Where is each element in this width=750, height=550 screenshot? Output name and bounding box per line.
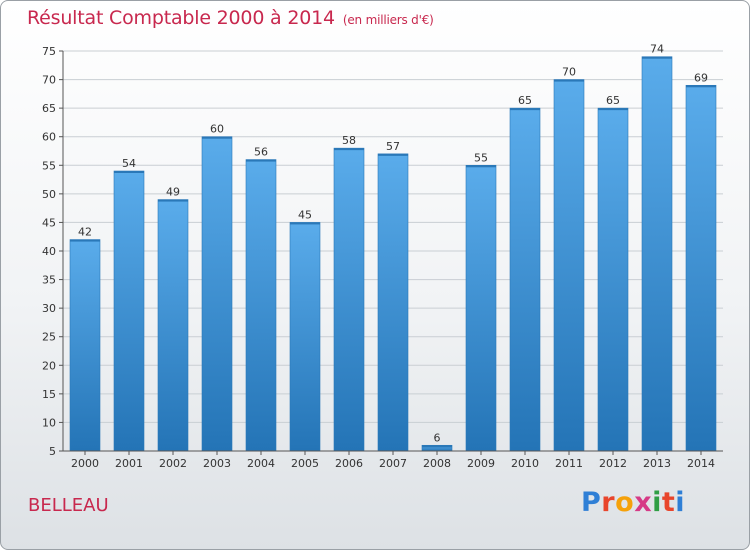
bar-2005 [289,222,321,452]
bar-cap-2013 [642,56,672,59]
bar-cap-2001 [114,171,144,173]
x-tick-label: 2007 [379,457,407,470]
x-tick-label: 2001 [115,457,143,470]
bar-2000 [69,239,101,452]
bar-cap-2006 [334,148,364,151]
logo-letter: r [601,487,616,518]
x-tick-label: 2004 [247,457,275,470]
x-tick-label: 2005 [291,457,319,470]
axes: 5 10 15 20 25 30 35 40 45 50 55 60 65 70 75 2000 2001 200… [42,45,723,470]
chart-subtitle: (en milliers d'€) [342,13,434,27]
y-tick-label: 65 [42,102,56,115]
chart-title: Résultat Comptable 2000 à 2014 (en millie… [27,7,434,29]
bar-value-label: 54 [122,157,136,170]
y-tick-label: 50 [42,188,56,201]
x-tick-label: 2000 [71,457,99,470]
logo-letter: x [634,487,653,518]
bar-cap-2004 [246,159,276,162]
bar-2009 [465,164,497,452]
bar-value-label: 65 [606,94,620,107]
bar-value-label: 69 [694,71,708,84]
bar-cap-2011 [554,79,584,82]
x-tick-label: 2010 [511,457,539,470]
y-tick-label: 15 [42,388,56,401]
bar-value-label: 56 [254,146,268,159]
x-tick-label: 2012 [599,457,627,470]
y-tick-label: 60 [42,131,56,144]
bar-2010 [509,107,541,452]
x-tick-label: 2013 [643,457,671,470]
logo-letter: P [581,487,602,518]
bar-cap-2010 [510,108,540,111]
bar-2006 [333,147,365,452]
bar-2014 [685,84,717,452]
bar-cap-2012 [598,108,628,111]
x-tick-label: 2002 [159,457,187,470]
bar-2003 [201,136,233,452]
bar-value-label: 58 [342,134,356,147]
bar-cap-2009 [466,165,496,168]
bar-cap-2014 [686,85,716,88]
bar-value-label: 6 [434,431,441,444]
bar-value-label: 74 [650,43,664,56]
y-tick-label: 25 [42,331,56,344]
logo-letter: i [652,487,662,518]
bar-value-label: 45 [298,208,312,221]
bar-value-label: 55 [474,151,488,164]
bar-cap-2000 [70,239,100,242]
y-tick-label: 55 [42,159,56,172]
y-tick-label: 20 [42,359,56,372]
y-tick-label: 75 [42,45,56,58]
data-labels: 42 54 49 60 56 45 58 57 6 55 65 70 65 74 69 [78,43,708,445]
bar-cap-2005 [290,222,320,225]
y-tick-label: 35 [42,274,56,287]
x-tick-label: 2009 [467,457,495,470]
x-tick-label: 2011 [555,457,583,470]
logo-letter: o [615,487,635,518]
x-tick-label: 2006 [335,457,363,470]
x-tick-label: 2008 [423,457,451,470]
bar-value-label: 70 [562,66,576,79]
bar-2011 [553,79,585,452]
bar-value-label: 49 [166,186,180,199]
place-name: BELLEAU [28,495,109,516]
logo-letter: t [661,487,676,518]
bar-2001 [113,170,145,452]
bar-value-label: 65 [518,94,532,107]
y-tick-label: 40 [42,245,56,258]
bar-cap-2002 [158,199,188,202]
y-tick-label: 45 [42,216,56,229]
bar-value-label: 57 [386,140,400,153]
bar-2007 [377,153,409,452]
x-tick-label: 2003 [203,457,231,470]
y-tick-label: 5 [49,445,56,458]
bar-2004 [245,159,277,452]
bar-2012 [597,107,629,452]
bar-value-label: 42 [78,226,92,239]
bar-2002 [157,199,189,452]
proxiti-logo[interactable]: Proxiti [581,487,685,518]
y-tick-label: 70 [42,74,56,87]
y-tick-label: 30 [42,302,56,315]
chart-title-text: Résultat Comptable 2000 à 2014 [27,7,335,29]
bar-value-label: 60 [210,123,224,136]
bar-cap-2003 [202,136,232,139]
y-tick-label: 10 [42,416,56,429]
bars [69,56,717,452]
bar-cap-2007 [378,153,408,156]
bar-2013 [641,56,673,452]
logo-letter: i [675,487,686,518]
x-tick-label: 2014 [687,457,715,470]
bar-cap-2008 [422,445,452,448]
